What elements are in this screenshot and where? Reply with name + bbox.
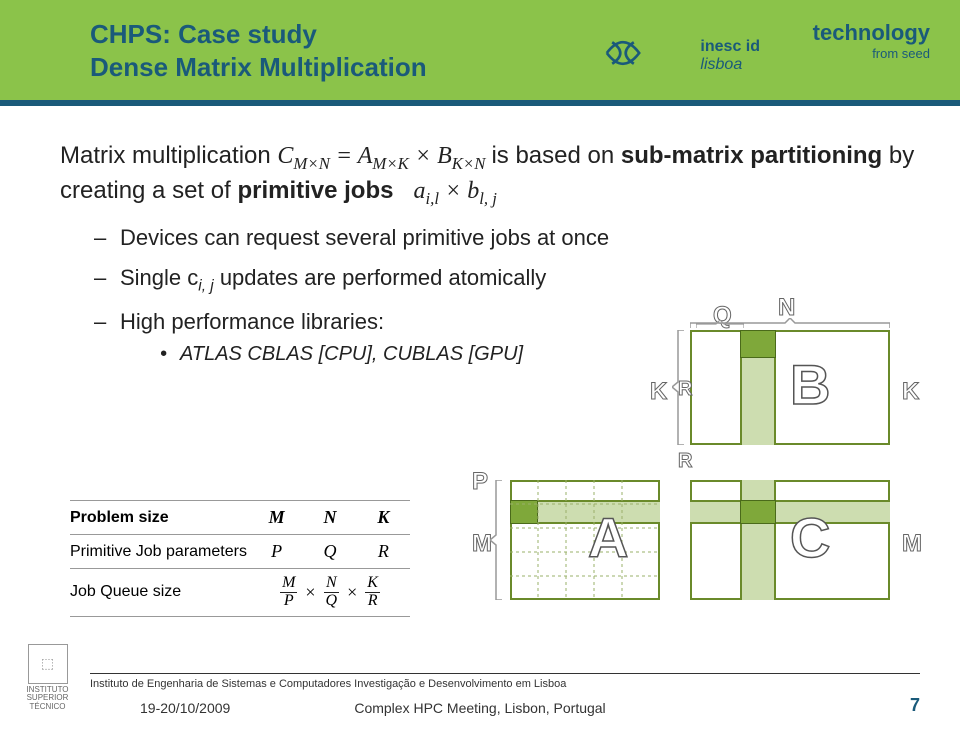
title-line-1: CHPS: Case study xyxy=(90,18,427,51)
dim-m-left: M xyxy=(472,530,492,558)
matrix-diagram: B A C N Q K K R R P M M xyxy=(500,290,940,630)
swirl-icon xyxy=(596,26,650,80)
intro-paragraph: Matrix multiplication CM×N = AM×K × BK×N… xyxy=(60,140,920,211)
table-row: Primitive Job parameters P Q R xyxy=(70,535,410,569)
inesc-logo: inesc id lisboa xyxy=(700,38,760,74)
brace-m xyxy=(490,480,504,600)
stripe-c-col xyxy=(740,480,776,600)
inesc-text: inesc id xyxy=(700,38,760,55)
dim-m-right: M xyxy=(902,530,922,558)
table-row: Job Queue size MP × NQ × KR xyxy=(70,569,410,617)
title-line-2: Dense Matrix Multiplication xyxy=(90,51,427,84)
cell-c xyxy=(740,500,776,524)
row2-label: Primitive Job parameters xyxy=(70,543,250,561)
dim-k-left: K xyxy=(650,378,667,406)
cell-b xyxy=(740,330,776,358)
dim-k-right: K xyxy=(902,378,919,406)
footer-divider xyxy=(90,673,920,674)
brace-r xyxy=(672,446,686,454)
intro-text-1: Matrix multiplication xyxy=(60,142,277,169)
footer-venue: Complex HPC Meeting, Lisbon, Portugal xyxy=(0,700,960,716)
cell-a xyxy=(510,500,538,524)
label-b: B xyxy=(790,352,830,417)
matrix-a xyxy=(510,480,660,600)
footer-institution: Instituto de Engenharia de Sistemas e Co… xyxy=(90,678,566,690)
brand-main: technology xyxy=(813,20,930,46)
row3-label: Job Queue size xyxy=(70,583,250,601)
dim-p: P xyxy=(472,468,488,496)
label-a: A xyxy=(588,505,628,570)
param-table: Problem size M N K Primitive Job paramet… xyxy=(70,500,410,617)
eq1: CM×N = AM×K × BK×N xyxy=(277,143,491,169)
ist-logo-icon: ⬚ xyxy=(28,644,68,684)
brace-q xyxy=(696,320,744,330)
brace-k xyxy=(672,330,686,445)
intro-bold-1: sub-matrix partitioning xyxy=(621,142,882,169)
slide-title: CHPS: Case study Dense Matrix Multiplica… xyxy=(90,18,427,83)
brand-logo: technology from seed xyxy=(813,20,930,61)
intro-bold-2: primitive jobs xyxy=(237,177,393,204)
footer-page-number: 7 xyxy=(910,695,920,716)
table-row: Problem size M N K xyxy=(70,500,410,535)
row1-label: Problem size xyxy=(70,509,250,527)
inesc-city: lisboa xyxy=(700,56,742,73)
label-c: C xyxy=(790,505,830,570)
eq2: ai,l × bl, j xyxy=(414,178,497,204)
header-stripe xyxy=(0,100,960,106)
intro-text-2: is based on xyxy=(491,142,620,169)
brand-sub: from seed xyxy=(813,46,930,61)
bullet-1: Devices can request several primitive jo… xyxy=(94,225,920,251)
